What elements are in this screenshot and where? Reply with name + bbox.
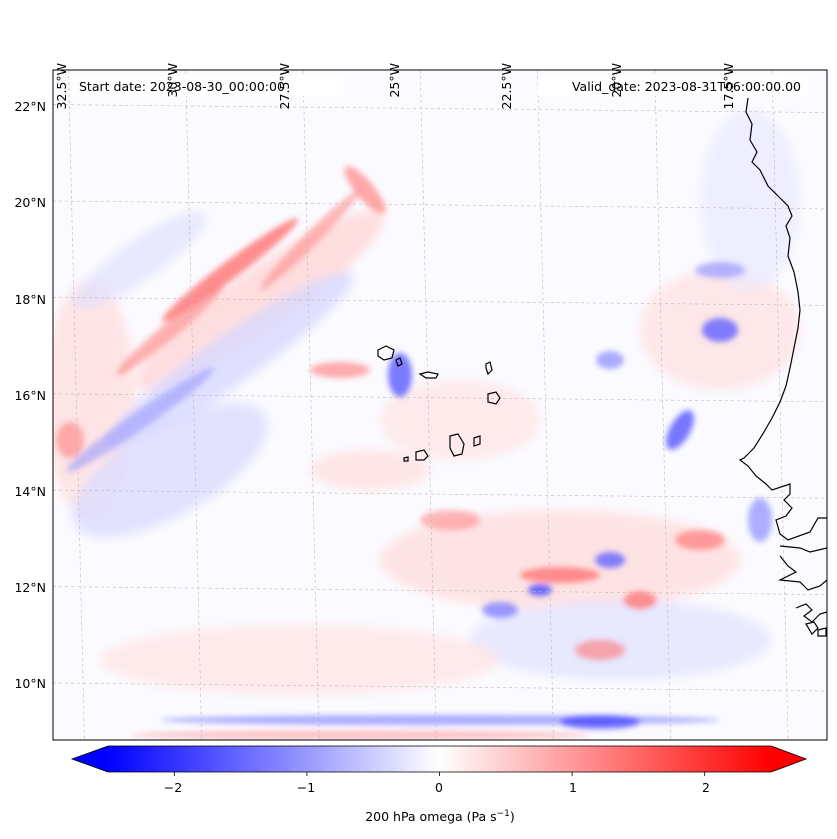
- meridian-line: [654, 70, 672, 740]
- start-date-box: [72, 76, 344, 96]
- guinea-coast: [795, 603, 827, 623]
- fogo: [415, 449, 429, 461]
- valid-date-box: [538, 76, 808, 96]
- maio: [473, 435, 481, 447]
- colorbar: −2 −1 0 1 2 200 hPa omega (Pa s−1): [70, 745, 808, 824]
- lon-label: 22.5°W: [499, 63, 514, 109]
- lon-label: 32.5°W: [54, 63, 69, 109]
- lon-label: 27.5°W: [277, 63, 292, 109]
- latitude-labels: 22°N 20°N 18°N 16°N 14°N 12°N 10°N: [14, 99, 46, 691]
- meridian-line: [185, 70, 203, 740]
- meridian-line: [537, 70, 554, 740]
- colorbar-label-end: ): [510, 809, 515, 824]
- lat-label: 22°N: [14, 99, 46, 114]
- sal: [485, 361, 493, 376]
- lat-label: 18°N: [14, 292, 46, 307]
- meridian-line: [771, 70, 789, 740]
- sao-nicolau: [418, 371, 439, 379]
- sao-vicente: [395, 357, 403, 367]
- africa-coastline: [738, 97, 827, 541]
- lat-label: 12°N: [14, 580, 46, 595]
- lat-label: 20°N: [14, 195, 46, 210]
- guinea-bissau-coast: [777, 555, 827, 591]
- graticule: [53, 70, 827, 740]
- santo-antao: [377, 345, 395, 361]
- colorbar-tick-label: −1: [297, 780, 315, 795]
- lon-label: 17.5°W: [721, 63, 736, 109]
- lat-label: 14°N: [14, 484, 46, 499]
- colorbar-tick-label: −2: [164, 780, 182, 795]
- lat-label: 10°N: [14, 676, 46, 691]
- start-date-label: Start date: 2023-08-30_00:00:00: [79, 79, 285, 94]
- colorbar-extend-high: [771, 746, 806, 772]
- lon-label: 20°W: [609, 63, 624, 98]
- colorbar-label: 200 hPa omega (Pa s−1): [365, 809, 515, 824]
- meridian-line: [68, 70, 85, 740]
- omega-field: [53, 110, 800, 739]
- boa-vista: [487, 391, 501, 405]
- lon-label: 30°W: [165, 63, 180, 98]
- coastlines: [377, 97, 827, 637]
- colorbar-extend-low: [72, 746, 108, 772]
- colorbar-label-superscript: −1: [497, 809, 510, 819]
- gambia-coast: [779, 545, 827, 553]
- colorbar-tick-label: 1: [569, 780, 577, 795]
- lat-label: 16°N: [14, 388, 46, 403]
- bijagos-islands: [805, 621, 827, 637]
- colorbar-ticks: [173, 772, 706, 776]
- map-panel: Start date: 2023-08-30_00:00:00 Valid_da…: [52, 69, 828, 741]
- colorbar-tick-label: 0: [435, 780, 443, 795]
- santiago: [449, 433, 465, 457]
- colorbar-tick-label: 2: [702, 780, 710, 795]
- lon-label: 25°W: [387, 63, 402, 98]
- colorbar-outline: [70, 745, 808, 773]
- omega-small-features: [56, 166, 772, 739]
- longitude-labels: 32.5°W 30°W 27.5°W 25°W 22.5°W 20°W 17.5…: [54, 63, 736, 109]
- meridian-line: [302, 70, 320, 740]
- meridian-line: [419, 70, 437, 740]
- colorbar-label-main: 200 hPa omega (Pa s: [365, 809, 496, 824]
- valid-date-label: Valid_date: 2023-08-31T06:00:00.00: [572, 79, 801, 94]
- brava: [403, 456, 409, 462]
- colorbar-body: [108, 746, 771, 772]
- map-frame: [52, 69, 828, 741]
